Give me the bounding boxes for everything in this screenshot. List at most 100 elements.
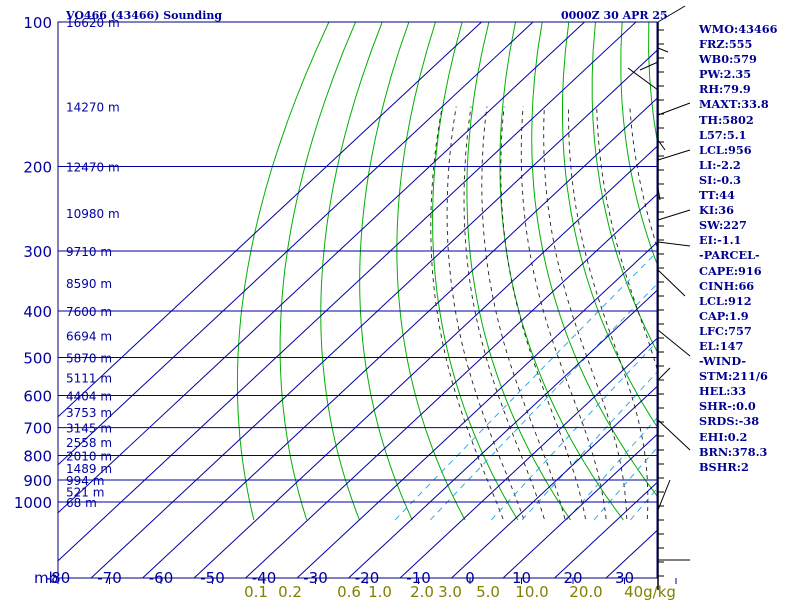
index-item: CAPE:916 [699, 263, 762, 278]
height-label: 4404 m [66, 390, 112, 404]
wind-barb [657, 269, 686, 297]
wind-barb [627, 67, 659, 91]
pressure-tick-label: 300 [23, 243, 52, 261]
pressure-tick-label: 900 [23, 472, 52, 490]
wind-barb [657, 367, 671, 381]
isotherm-line [348, 289, 657, 578]
index-item: LFC:757 [699, 323, 752, 338]
temperature-tick-label: 0 [465, 569, 475, 587]
wind-barbs [627, 5, 691, 577]
pressure-tick-label: 700 [23, 420, 52, 438]
index-item: BRN:378.3 [699, 444, 768, 459]
index-item: SRDS:-38 [699, 414, 760, 429]
mixing-ratio-label: 5.0 [476, 583, 500, 600]
pressure-tick-label: 800 [23, 447, 52, 465]
index-item: STM:211/6 [699, 369, 768, 384]
height-label: 2558 m [66, 436, 112, 450]
index-item: PW:2.35 [699, 67, 752, 82]
wind-profile [627, 5, 691, 590]
wind-barb [657, 187, 661, 201]
isotherm-line [451, 385, 657, 578]
mixing-ratio-labels: 0.1 0.2 0.6 1.0 2.0 3.0 5.0 10.0 20.0 40g/kg [244, 583, 676, 600]
isotherm-line [58, 22, 637, 562]
mixing-ratio-line [394, 251, 657, 521]
isotherm-line [399, 337, 657, 578]
dry-adiabat-line [279, 22, 357, 521]
height-label: 10980 m [66, 207, 120, 221]
wind-barb [657, 329, 691, 357]
dry-adiabat-line [320, 22, 383, 521]
pressure-tick-label: 500 [23, 350, 52, 368]
wind-barb [657, 241, 691, 247]
index-item: EL:147 [699, 338, 744, 353]
isotherm-grid [58, 22, 657, 578]
isotherm-line [296, 241, 657, 578]
mixing-ratio-label: 1.0 [368, 583, 392, 600]
pressure-tick-labels: 100 200 300 400 500 600 700 800 900 1000 [14, 14, 52, 512]
height-label: 16620 m [66, 16, 120, 30]
index-item: HEL:33 [699, 384, 747, 399]
height-label: 5111 m [66, 371, 112, 385]
height-label: 3145 m [66, 422, 112, 436]
height-label: 9710 m [66, 245, 112, 259]
mixing-ratio-label: 0.6 [337, 583, 361, 600]
height-label: 6694 m [66, 330, 112, 344]
sounding-time: 0000Z 30 APR 25 [561, 9, 668, 22]
index-item: RH:79.9 [699, 82, 751, 97]
index-item: LI:-2.2 [699, 157, 741, 172]
moist-adiabat-line [500, 106, 586, 520]
height-label: 994 m [66, 474, 104, 488]
stability-indices-list: WMO:43466 FRZ:555 WB0:579 PW:2.35 RH:79.9 MAX… [699, 22, 778, 475]
index-item: FRZ:555 [699, 37, 753, 52]
moist-adiabat-line [446, 106, 525, 520]
temperature-tick-label: -30 [303, 569, 328, 587]
pressure-tick-label: 400 [23, 303, 52, 321]
dry-adiabat-line [620, 22, 657, 265]
isotherm-line [58, 22, 482, 418]
index-item: WMO:43466 [699, 22, 778, 36]
isobar-grid [58, 22, 657, 503]
mixing-ratio-label: 10.0 [515, 583, 548, 600]
isotherm-line [58, 22, 534, 466]
index-item: SW:227 [699, 218, 747, 233]
index-item: -WIND- [699, 354, 747, 369]
height-label: 68 m [66, 496, 97, 510]
dry-adiabat-line [531, 22, 657, 497]
isotherm-line [502, 433, 657, 578]
index-item: SHR-:0.0 [699, 399, 756, 414]
index-item: LCL:912 [699, 293, 752, 308]
index-item: SI:-0.3 [699, 172, 741, 187]
wind-barb [657, 209, 691, 221]
pressure-unit-label: mb [34, 569, 58, 587]
index-item: CAP:1.9 [699, 308, 749, 323]
temperature-tick-label: 20 [563, 569, 582, 587]
temperature-tick-label: -20 [355, 569, 380, 587]
wind-barb [657, 479, 671, 511]
index-item: WB0:579 [699, 52, 757, 67]
wind-barb [657, 149, 691, 161]
height-label: 521 m [66, 485, 104, 499]
moist-adiabat-line [568, 106, 649, 519]
isotherm-line [554, 481, 657, 578]
height-label: 12470 m [66, 160, 120, 174]
wind-barb [657, 139, 666, 151]
index-item: L57:5.1 [699, 127, 747, 142]
mixing-ratio-lines [394, 251, 657, 521]
height-label: 3753 m [66, 406, 112, 420]
wind-barb [639, 61, 659, 71]
wind-barb [657, 47, 669, 53]
background-lines [58, 22, 657, 578]
temperature-tick-label: -60 [149, 569, 174, 587]
temperature-tick-label: 30 [615, 569, 634, 587]
moist-adiabat-line [463, 106, 545, 520]
index-item: BSHR:2 [699, 459, 749, 474]
mixing-ratio-label: 40g/kg [624, 583, 676, 600]
height-label: 5870 m [66, 352, 112, 366]
isotherm-line [245, 193, 657, 578]
mixing-ratio-label: 3.0 [438, 583, 462, 600]
plot-frame [57, 21, 658, 579]
sounding-title: VO466 (43466) Sounding [65, 9, 222, 22]
wind-barb [657, 102, 691, 116]
